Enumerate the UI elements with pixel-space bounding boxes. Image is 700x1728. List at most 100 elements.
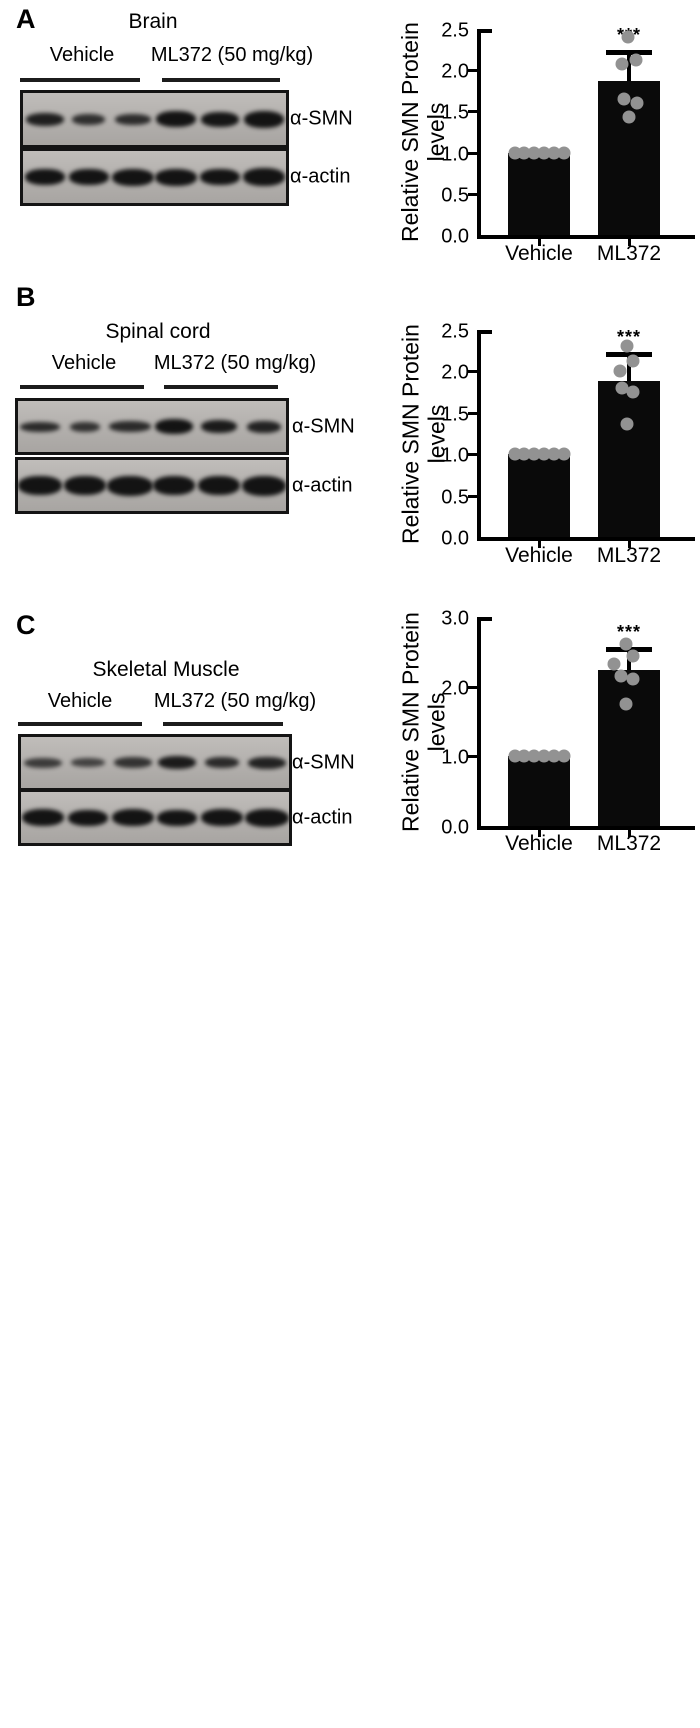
data-point — [621, 30, 635, 44]
data-point — [547, 146, 561, 160]
y-axis-top-tick — [481, 29, 492, 33]
error-bar-cap — [606, 352, 652, 357]
panel-a: A Brain Vehicle ML372 (50 mg/kg) α-SMN α-acti… — [16, 4, 695, 265]
bar-ml372 — [598, 381, 660, 537]
x-category-label: Vehicle — [505, 242, 573, 265]
data-point — [630, 96, 644, 110]
y-tick-label: 1.0 — [441, 143, 469, 166]
protein-band — [26, 113, 64, 126]
y-tick — [468, 370, 477, 374]
y-tick — [468, 685, 477, 689]
bar-vehicle — [508, 756, 570, 826]
protein-band — [114, 757, 152, 768]
y-tick-label: 0.5 — [441, 486, 469, 509]
protein-band — [205, 757, 239, 768]
bar-ml372 — [598, 669, 660, 826]
data-point — [527, 749, 541, 763]
data-point — [617, 92, 631, 106]
x-category-label: ML372 — [596, 544, 662, 567]
y-tick-label: 1.0 — [441, 746, 469, 769]
group-underline-ml372 — [164, 385, 278, 389]
x-category-label: Vehicle — [505, 832, 573, 855]
data-point — [547, 749, 561, 763]
error-bar-stem — [627, 52, 631, 81]
y-tick — [468, 151, 477, 155]
bar-vehicle — [508, 152, 570, 235]
y-axis-top-tick — [481, 617, 492, 621]
protein-band — [71, 758, 105, 767]
protein-band — [242, 476, 286, 496]
bar-ml372 — [598, 80, 660, 235]
protein-band — [244, 111, 284, 128]
protein-band — [198, 476, 240, 495]
x-category-label: ML372 — [596, 832, 662, 855]
tissue-title: Brain — [128, 10, 178, 33]
protein-band — [22, 809, 64, 826]
data-point — [508, 447, 521, 461]
protein-band — [115, 114, 151, 125]
group-label-vehicle: Vehicle — [51, 352, 117, 374]
protein-band — [109, 421, 151, 432]
data-point — [517, 749, 531, 763]
y-tick-label: 0.0 — [441, 225, 469, 248]
data-point — [537, 146, 551, 160]
data-point — [527, 447, 541, 461]
group-label-ml372: ML372 (50 mg/kg) — [150, 44, 314, 66]
data-point — [547, 447, 561, 461]
protein-band — [158, 756, 196, 769]
protein-band — [156, 111, 196, 127]
western-blot — [18, 734, 292, 791]
y-tick-label: 2.0 — [441, 361, 469, 384]
y-tick — [468, 453, 477, 457]
y-tick-label: 2.5 — [441, 19, 469, 42]
data-point — [614, 669, 628, 683]
y-axis — [477, 330, 481, 541]
y-axis-title: Relative SMN Protein levels — [397, 315, 451, 552]
y-tick — [468, 110, 477, 114]
y-tick-label: 2.0 — [441, 60, 469, 83]
data-point — [626, 672, 640, 686]
western-blot — [20, 90, 289, 148]
x-axis — [477, 537, 695, 541]
blot-label: α-actin — [292, 474, 353, 496]
y-axis-title-line: levels — [423, 692, 449, 751]
data-point — [620, 339, 634, 353]
y-tick-label: 2.5 — [441, 320, 469, 343]
protein-band — [201, 809, 243, 826]
western-blot — [15, 398, 289, 455]
y-tick-label: 0.0 — [441, 816, 469, 839]
panel-letter: A — [16, 4, 36, 34]
data-point — [557, 447, 570, 461]
data-point — [626, 385, 640, 399]
y-axis — [477, 617, 481, 830]
x-category-label: Vehicle — [505, 544, 573, 567]
protein-band — [200, 169, 240, 185]
x-tick — [537, 830, 541, 837]
bar-vehicle — [508, 454, 570, 537]
y-axis — [477, 29, 481, 239]
data-point — [557, 749, 570, 763]
y-axis-title: Relative SMN Protein levels — [397, 602, 451, 841]
protein-band — [112, 809, 154, 826]
y-axis-title-line: Relative SMN Protein — [397, 611, 423, 832]
protein-band — [157, 810, 197, 826]
data-point — [615, 381, 629, 395]
error-bar-stem — [627, 354, 631, 382]
data-point — [620, 417, 634, 431]
y-axis-title-line: Relative SMN Protein — [397, 323, 423, 544]
y-axis-title: Relative SMN Protein levels — [397, 14, 451, 250]
x-axis — [477, 235, 695, 239]
protein-band — [243, 168, 285, 186]
y-tick-label: 3.0 — [441, 607, 469, 630]
data-point — [508, 146, 521, 160]
blot-label: α-actin — [292, 806, 353, 828]
panel-letter: C — [16, 610, 36, 640]
protein-band — [72, 114, 105, 125]
group-label-vehicle: Vehicle — [47, 690, 113, 712]
blot-label: α-SMN — [290, 107, 353, 130]
protein-band — [155, 169, 197, 186]
data-point — [626, 649, 640, 663]
data-point — [619, 637, 633, 651]
y-tick-label: 0.0 — [441, 527, 469, 550]
protein-band — [107, 476, 153, 496]
